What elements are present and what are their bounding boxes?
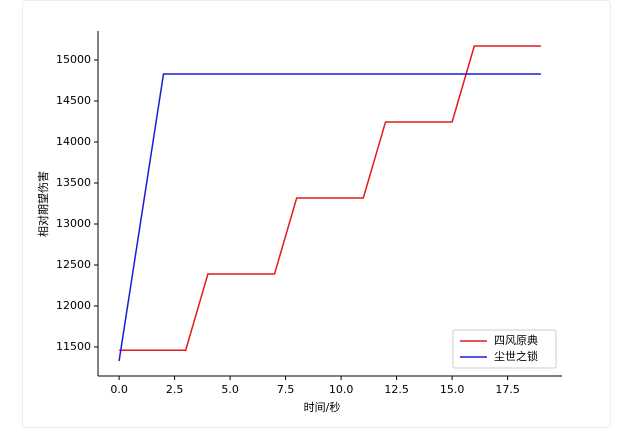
x-axis-label: 时间/秒	[304, 400, 341, 414]
y-tick-label: 14500	[56, 94, 91, 107]
x-tick-label: 7.5	[277, 383, 295, 396]
x-tick-label: 12.5	[384, 383, 409, 396]
y-axis-label: 相对期望伤害	[36, 171, 50, 237]
x-tick-label: 10.0	[329, 383, 354, 396]
x-tick-label: 0.0	[110, 383, 128, 396]
series-line	[119, 45, 541, 352]
legend-label: 尘世之锁	[494, 349, 538, 363]
series-line	[118, 73, 541, 362]
x-tick-label: 2.5	[166, 383, 184, 396]
y-tick-label: 13000	[56, 217, 91, 230]
y-tick-label: 12000	[56, 299, 91, 312]
x-tick-label: 15.0	[440, 383, 465, 396]
y-tick-label: 14000	[56, 135, 91, 148]
x-tick-label: 17.5	[495, 383, 520, 396]
legend-label: 四风原典	[494, 333, 538, 347]
legend-box	[452, 329, 557, 369]
y-tick-label: 12500	[56, 258, 91, 271]
y-tick-label: 11500	[56, 340, 91, 353]
y-tick-label: 13500	[56, 176, 91, 189]
y-tick-label: 15000	[56, 53, 91, 66]
x-tick-label: 5.0	[221, 383, 239, 396]
